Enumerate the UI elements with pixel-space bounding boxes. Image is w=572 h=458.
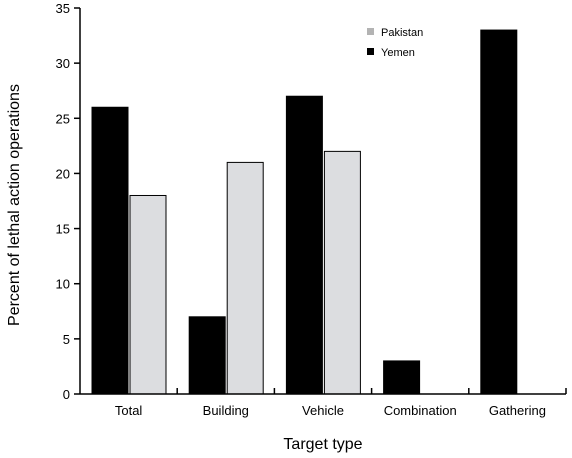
y-axis-title: Percent of lethal action operations	[6, 84, 23, 326]
y-tick-label: 15	[56, 222, 70, 237]
y-tick-label: 0	[63, 387, 70, 402]
y-tick-label: 20	[56, 166, 70, 181]
bars-group	[91, 29, 518, 395]
legend-swatch-pakistan	[367, 28, 374, 35]
y-tick-label: 35	[56, 1, 70, 16]
bar-yemen-building	[188, 316, 226, 395]
y-tick-label: 10	[56, 277, 70, 292]
axes-group	[79, 8, 566, 395]
bar-yemen-total	[91, 106, 129, 395]
y-ticks-group: 0 5 10 15 20 25 30 35	[56, 1, 80, 402]
bar-pakistan-vehicle	[323, 150, 361, 395]
bar-yemen-vehicle	[285, 95, 323, 395]
x-tick-label-total: Total	[115, 403, 143, 418]
legend-label-pakistan: Pakistan	[381, 27, 423, 39]
x-axis-title: Target type	[283, 436, 362, 453]
bar-pakistan-total	[129, 194, 167, 395]
bar-yemen-combination	[383, 360, 421, 395]
x-ticks-group: Total Building Vehicle Combination Gathering	[115, 388, 567, 418]
x-tick-label-combination: Combination	[384, 403, 457, 418]
legend-swatch-yemen	[367, 48, 374, 55]
legend: Pakistan Yemen	[367, 27, 423, 59]
y-tick-label: 30	[56, 56, 70, 71]
y-tick-label: 25	[56, 111, 70, 126]
bar-pakistan-building	[226, 161, 264, 395]
x-tick-label-vehicle: Vehicle	[302, 403, 344, 418]
bar-yemen-gathering	[480, 29, 518, 395]
legend-label-yemen: Yemen	[381, 47, 415, 59]
x-tick-label-building: Building	[203, 403, 249, 418]
y-tick-label: 5	[63, 332, 70, 347]
x-tick-label-gathering: Gathering	[489, 403, 546, 418]
